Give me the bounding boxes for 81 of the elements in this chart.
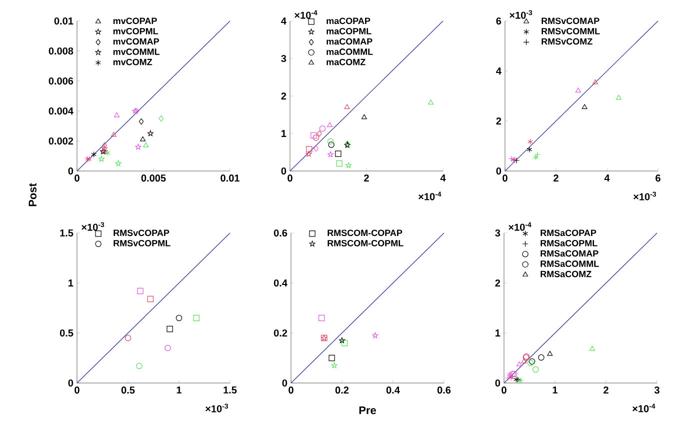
x-tick-label: 4 <box>604 174 610 182</box>
legend-label: mvCOMML <box>113 48 160 55</box>
y-tick-label: 1.5 <box>60 230 74 236</box>
legend-label: RMSaCOMZ <box>540 270 592 278</box>
text: ×10$^{-4}$ <box>294 10 318 19</box>
legend-label: RMSaCOPML <box>540 240 598 246</box>
legend-label: mvCOPML <box>113 28 158 34</box>
legend-label: maCOPAP <box>326 18 370 24</box>
x-tick-label: 0.005 <box>141 174 166 182</box>
y-tick-label: 1 <box>496 330 500 336</box>
y-tick-label: 0.5 <box>60 329 74 337</box>
y-tick-label: 4 <box>496 68 502 74</box>
y-tick-label: 0 <box>68 167 74 175</box>
x-tick-label: 0 <box>502 386 506 394</box>
text: ×10$^{-3}$ <box>634 192 656 200</box>
legend-label: RMSvCOPAP <box>114 230 170 236</box>
x-tick-label: 3 <box>654 386 660 394</box>
y-tick-label: 0.008 <box>48 47 74 55</box>
y-tick-label: 1 <box>282 130 286 137</box>
x-tick-label: 6 <box>656 174 660 182</box>
y-tick-label: 0 <box>68 379 74 387</box>
y-tick-label: 0 <box>496 167 502 175</box>
y-tick-label: 0.4 <box>274 279 288 287</box>
y-tick-label: 3 <box>281 54 286 62</box>
legend-label: maCOMZ <box>326 58 366 66</box>
legend-label: RMSaCOMAP <box>540 250 598 257</box>
legend-label: maCOMML <box>326 48 373 55</box>
x-tick-label: 0.5 <box>121 386 135 394</box>
y-tick-label: 0.2 <box>274 329 288 337</box>
legend-label: RMSvCOMAP <box>542 18 600 24</box>
y-tick-label: 6 <box>496 17 502 25</box>
x-tick-label: 0.4 <box>386 386 400 394</box>
text: ×10$^{-3}$ <box>82 222 104 231</box>
x-tick-label: 1 <box>176 386 182 394</box>
x-tick-label: 0 <box>288 174 292 182</box>
legend-label: RMSCOM-COPAP <box>328 230 402 236</box>
legend-label: RMSvCOMZ <box>542 38 592 45</box>
y-tick-label: 0.002 <box>48 137 74 145</box>
y-tick-label: 0.004 <box>48 107 74 115</box>
legend-label: RMSCOM-COPML <box>328 240 404 246</box>
y-axis-title: Post <box>28 183 36 206</box>
legend-label: mvCOPAP <box>113 18 157 24</box>
x-tick-label: 1.5 <box>224 386 237 394</box>
y-tick-label: 1 <box>68 280 74 286</box>
x-tick-label: 0 <box>502 174 508 182</box>
y-tick-label: 4 <box>281 18 286 24</box>
x-tick-label: 2 <box>604 386 608 394</box>
legend-label: mvCOMAP <box>113 38 160 45</box>
x-tick-label: 4 <box>440 174 446 182</box>
legend-label: RMSvCOPML <box>114 240 170 246</box>
y-tick-label: 0.006 <box>48 77 74 85</box>
legend-label: RMSaCOMML <box>540 260 599 267</box>
text: ×10$^{-4}$ <box>632 404 656 412</box>
text: ×10$^{-3}$ <box>510 10 532 19</box>
y-tick-label: 0 <box>281 167 286 175</box>
legend-label: RMSaCOPAP <box>540 230 596 236</box>
legend-label: maCOPML <box>326 28 372 34</box>
y-tick-label: 0 <box>495 379 500 387</box>
legend-label: mvCOMZ <box>113 58 152 66</box>
x-axis-title: Pre <box>359 406 376 414</box>
x-tick-label: 0.2 <box>335 386 349 394</box>
y-tick-label: 0 <box>282 379 288 387</box>
y-tick-label: 0.01 <box>54 17 74 25</box>
x-tick-label: 1 <box>552 386 558 394</box>
x-tick-label: 0 <box>74 174 80 182</box>
x-tick-label: 2 <box>554 174 558 182</box>
x-tick-label: 0.6 <box>437 386 451 394</box>
legend-label: maCOMAP <box>326 38 372 45</box>
text: ×10$^{-4}$ <box>418 192 442 200</box>
y-tick-label: 2 <box>496 118 502 124</box>
y-tick-label: 2 <box>495 280 500 286</box>
x-tick-label: 2 <box>364 174 369 182</box>
text: ×10$^{-4}$ <box>508 222 532 231</box>
legend-label: RMSvCOMML <box>542 28 600 34</box>
x-tick-label: 0 <box>74 386 80 394</box>
y-tick-label: 2 <box>281 92 286 100</box>
x-tick-label: 0 <box>288 386 294 394</box>
text: ×10$^{-3}$ <box>206 404 228 412</box>
x-tick-label: 0.01 <box>220 174 240 182</box>
y-tick-label: 3 <box>495 229 500 237</box>
y-tick-label: 0.6 <box>274 229 288 237</box>
